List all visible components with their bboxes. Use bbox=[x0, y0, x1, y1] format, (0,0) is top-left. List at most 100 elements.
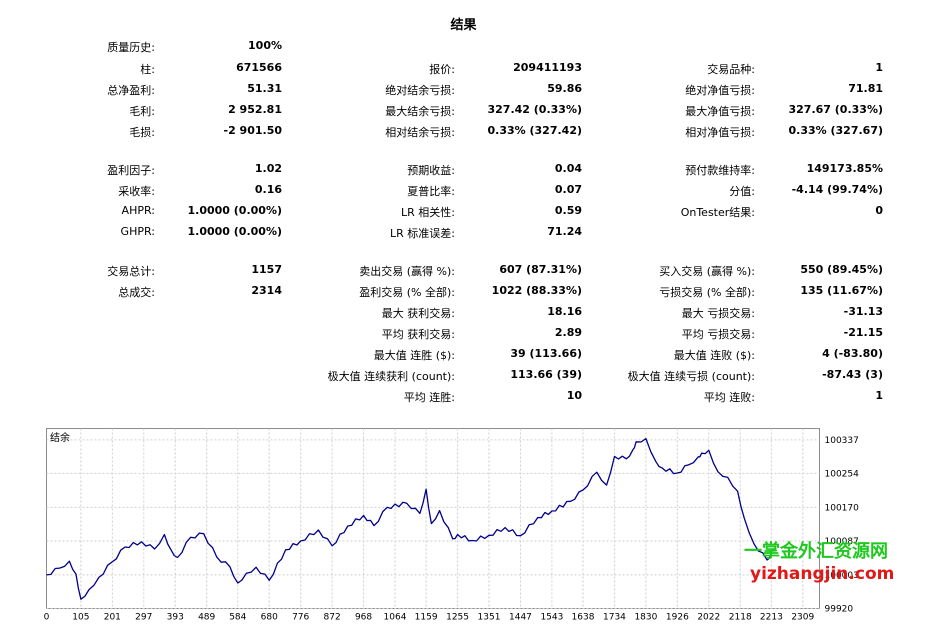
avg-consec-losses-label: 平均 连败: bbox=[703, 391, 755, 404]
bars-label: 柱: bbox=[140, 63, 155, 76]
sharpe-ratio-label: 夏普比率: bbox=[407, 185, 455, 198]
history-quality-label: 质量历史: bbox=[107, 41, 155, 54]
max-consec-losses-label: 最大值 连败 ($): bbox=[673, 349, 755, 362]
x-tick-label: 297 bbox=[135, 613, 152, 623]
x-tick-label: 1447 bbox=[509, 613, 532, 623]
x-tick-label: 1159 bbox=[415, 613, 438, 623]
balance-dd-max-value: 327.42 (0.33%) bbox=[487, 103, 583, 116]
balance-dd-rel-label: 相对结余亏损: bbox=[385, 126, 455, 139]
bars-value: 671566 bbox=[236, 61, 282, 74]
average-profit-value: 2.89 bbox=[554, 326, 582, 339]
x-tick-label: 872 bbox=[324, 613, 341, 623]
x-tick-label: 1638 bbox=[572, 613, 595, 623]
total-deals-value: 2314 bbox=[251, 284, 282, 297]
report-title: 结果 bbox=[450, 18, 477, 33]
average-profit-label: 平均 获利交易: bbox=[381, 328, 455, 341]
x-tick-label: 1064 bbox=[384, 613, 407, 623]
x-tick-label: 2118 bbox=[729, 613, 752, 623]
average-loss-label: 平均 亏损交易: bbox=[681, 328, 755, 341]
max-consec-loss-value: -87.43 (3) bbox=[822, 368, 883, 381]
balance-line bbox=[46, 437, 772, 600]
long-trades-label: 买入交易 (赢得 %): bbox=[659, 265, 755, 278]
largest-loss-label: 最大 亏损交易: bbox=[681, 307, 755, 320]
equity-dd-abs-value: 71.81 bbox=[848, 82, 883, 95]
y-tick-label: 100337 bbox=[825, 436, 859, 446]
z-score-label: 分值: bbox=[729, 185, 755, 198]
x-tick-label: 2213 bbox=[760, 613, 783, 623]
recovery-factor-value: 0.16 bbox=[254, 183, 282, 196]
profit-trades-label: 盈利交易 (% 全部): bbox=[359, 286, 455, 299]
sharpe-ratio-value: 0.07 bbox=[554, 183, 582, 196]
x-tick-label: 2309 bbox=[791, 613, 814, 623]
watermark-text-url: yizhangjin.com bbox=[750, 564, 895, 584]
ghpr-value: 1.0000 (0.00%) bbox=[187, 225, 283, 238]
x-tick-label: 1351 bbox=[478, 613, 501, 623]
y-tick-label: 100087 bbox=[825, 537, 859, 547]
equity-dd-rel-label: 相对净值亏损: bbox=[685, 126, 755, 139]
total-trades-label: 交易总计: bbox=[107, 265, 155, 278]
x-tick-label: 584 bbox=[229, 613, 246, 623]
total-net-profit-value: 51.31 bbox=[247, 82, 282, 95]
chart-title: 结余 bbox=[50, 431, 70, 444]
profit-trades-value: 1022 (88.33%) bbox=[491, 284, 582, 297]
long-trades-value: 550 (89.45%) bbox=[800, 263, 883, 276]
ahpr-label: AHPR: bbox=[121, 204, 155, 217]
y-tick-label: 100170 bbox=[825, 503, 860, 513]
balance-dd-abs-value: 59.86 bbox=[547, 82, 582, 95]
margin-level-value: 149173.85% bbox=[806, 162, 883, 175]
x-tick-label: 968 bbox=[355, 613, 372, 623]
y-tick-label: 100254 bbox=[825, 469, 860, 479]
equity-dd-abs-label: 绝对净值亏损: bbox=[685, 84, 755, 97]
lr-std-error-label: LR 标准误差: bbox=[390, 227, 455, 240]
equity-dd-max-label: 最大净值亏损: bbox=[685, 105, 755, 118]
largest-loss-value: -31.13 bbox=[843, 305, 883, 318]
gross-loss-value: -2 901.50 bbox=[223, 124, 283, 137]
y-tick-label: 100003 bbox=[825, 571, 859, 581]
max-consec-losses-value: 4 (-83.80) bbox=[822, 347, 883, 360]
gross-loss-label: 毛损: bbox=[129, 126, 155, 139]
x-tick-label: 105 bbox=[72, 613, 89, 623]
x-tick-label: 1734 bbox=[603, 613, 626, 623]
x-tick-label: 2022 bbox=[697, 613, 720, 623]
loss-trades-label: 亏损交易 (% 全部): bbox=[659, 286, 755, 299]
balance-series bbox=[46, 437, 772, 600]
short-trades-label: 卖出交易 (赢得 %): bbox=[359, 265, 455, 278]
x-tick-label: 1543 bbox=[540, 613, 563, 623]
max-consec-wins-value: 39 (113.66) bbox=[510, 347, 582, 360]
balance-dd-rel-value: 0.33% (327.42) bbox=[487, 124, 583, 137]
lr-correlation-label: LR 相关性: bbox=[401, 206, 455, 219]
balance-chart: 结余 100337 100254 100170 100087 100003 99920 0… bbox=[44, 428, 860, 623]
chart-plot-area bbox=[46, 428, 820, 609]
equity-dd-rel-value: 0.33% (327.67) bbox=[788, 124, 884, 137]
avg-consec-losses-value: 1 bbox=[875, 389, 883, 402]
x-tick-label: 201 bbox=[104, 613, 121, 623]
x-tick-label: 0 bbox=[44, 613, 50, 623]
x-tick-label: 1830 bbox=[634, 613, 657, 623]
expected-payoff-value: 0.04 bbox=[554, 162, 582, 175]
total-net-profit-label: 总净盈利: bbox=[107, 84, 155, 97]
ontester-value: 0 bbox=[875, 204, 883, 217]
max-consec-wins-label: 最大值 连胜 ($): bbox=[373, 349, 455, 362]
average-loss-value: -21.15 bbox=[843, 326, 883, 339]
loss-trades-value: 135 (11.67%) bbox=[800, 284, 883, 297]
max-consec-profit-label: 极大值 连续获利 (count): bbox=[327, 370, 455, 383]
max-consec-profit-value: 113.66 (39) bbox=[510, 368, 582, 381]
total-trades-value: 1157 bbox=[251, 263, 282, 276]
equity-dd-max-value: 327.67 (0.33%) bbox=[788, 103, 884, 116]
avg-consec-wins-value: 10 bbox=[566, 389, 582, 402]
ticks-value: 209411193 bbox=[513, 61, 582, 74]
x-tick-label: 393 bbox=[167, 613, 184, 623]
x-tick-label: 1926 bbox=[666, 613, 689, 623]
largest-profit-value: 18.16 bbox=[547, 305, 582, 318]
avg-consec-wins-label: 平均 连胜: bbox=[403, 391, 455, 404]
balance-dd-max-label: 最大结余亏损: bbox=[385, 105, 455, 118]
ahpr-value: 1.0000 (0.00%) bbox=[187, 204, 283, 217]
symbols-label: 交易品种: bbox=[707, 63, 755, 76]
recovery-factor-label: 采收率: bbox=[118, 185, 155, 198]
x-tick-label: 1255 bbox=[446, 613, 469, 623]
x-tick-label: 680 bbox=[261, 613, 278, 623]
ontester-label: OnTester结果: bbox=[680, 206, 755, 219]
profit-factor-label: 盈利因子: bbox=[107, 164, 155, 177]
ticks-label: 报价: bbox=[429, 63, 455, 76]
y-tick-label: 99920 bbox=[825, 605, 854, 615]
